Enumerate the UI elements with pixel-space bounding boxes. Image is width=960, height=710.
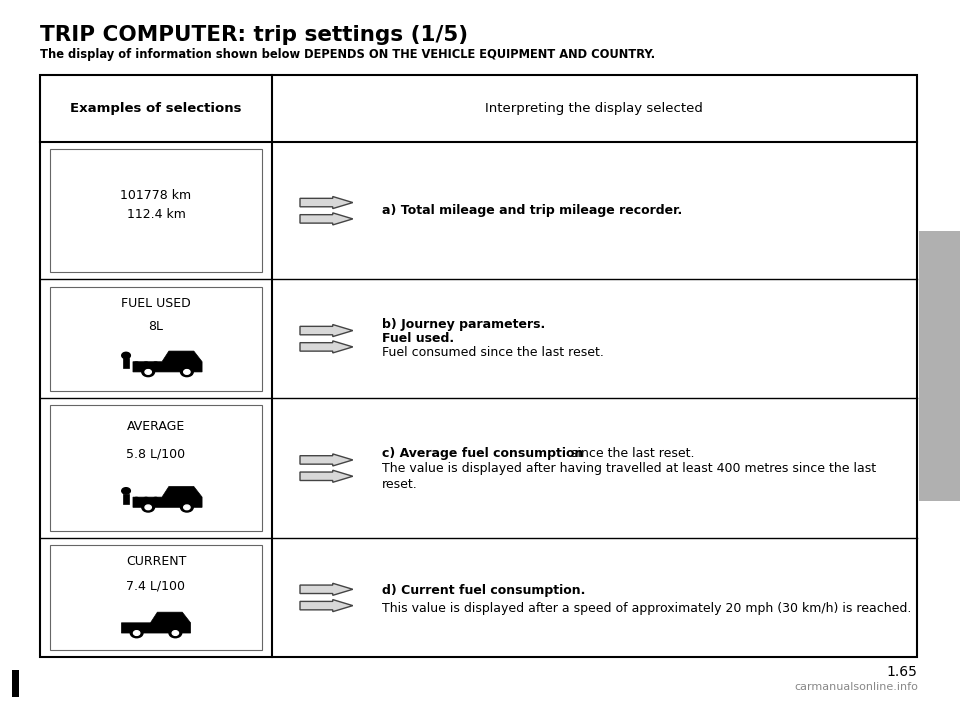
Circle shape xyxy=(143,362,149,366)
Text: The display of information shown below DEPENDS ON THE VEHICLE EQUIPMENT AND COUN: The display of information shown below D… xyxy=(40,48,656,61)
Circle shape xyxy=(145,370,152,374)
Circle shape xyxy=(131,628,143,638)
Polygon shape xyxy=(121,612,190,633)
Polygon shape xyxy=(300,583,352,595)
Circle shape xyxy=(180,367,193,376)
Circle shape xyxy=(142,503,155,512)
Text: FUEL USED: FUEL USED xyxy=(121,297,191,310)
Text: CURRENT: CURRENT xyxy=(126,555,186,569)
Text: since the last reset.: since the last reset. xyxy=(567,447,695,459)
Circle shape xyxy=(172,630,179,635)
Polygon shape xyxy=(300,341,352,353)
Circle shape xyxy=(122,488,131,494)
Text: The value is displayed after having travelled at least 400 metres since the last: The value is displayed after having trav… xyxy=(382,462,876,475)
Polygon shape xyxy=(300,599,352,611)
Bar xyxy=(919,231,960,501)
Circle shape xyxy=(122,352,131,359)
Circle shape xyxy=(153,362,158,366)
Bar xyxy=(50,149,262,273)
Bar xyxy=(40,75,917,657)
Polygon shape xyxy=(123,493,129,503)
Text: Fuel used.: Fuel used. xyxy=(382,332,454,345)
Circle shape xyxy=(153,498,158,501)
Text: 1.65: 1.65 xyxy=(887,665,918,679)
Circle shape xyxy=(145,505,152,510)
Polygon shape xyxy=(300,324,352,337)
Text: c) Average fuel consumption: c) Average fuel consumption xyxy=(382,447,584,459)
Text: Fuel consumed since the last reset.: Fuel consumed since the last reset. xyxy=(382,346,604,359)
Text: reset.: reset. xyxy=(382,478,418,491)
Text: a) Total mileage and trip mileage recorder.: a) Total mileage and trip mileage record… xyxy=(382,204,683,217)
Text: AVERAGE: AVERAGE xyxy=(127,420,185,432)
Circle shape xyxy=(183,370,190,374)
Polygon shape xyxy=(132,351,202,372)
Text: b) Journey parameters.: b) Journey parameters. xyxy=(382,318,545,331)
Text: carmanualsonline.info: carmanualsonline.info xyxy=(794,682,918,692)
Circle shape xyxy=(180,503,193,512)
Polygon shape xyxy=(300,213,352,225)
Polygon shape xyxy=(132,486,202,508)
Bar xyxy=(50,545,262,650)
Text: Interpreting the display selected: Interpreting the display selected xyxy=(486,102,703,115)
Bar xyxy=(50,287,262,391)
Circle shape xyxy=(133,630,140,635)
Text: 8L: 8L xyxy=(149,320,163,334)
Text: This value is displayed after a speed of approximately 20 mph (30 km/h) is reach: This value is displayed after a speed of… xyxy=(382,602,911,616)
Text: 5.8 L/100: 5.8 L/100 xyxy=(127,447,185,461)
Circle shape xyxy=(143,498,149,501)
Circle shape xyxy=(133,362,139,366)
Text: 7.4 L/100: 7.4 L/100 xyxy=(127,579,185,592)
Polygon shape xyxy=(300,197,352,209)
Circle shape xyxy=(169,628,181,638)
Polygon shape xyxy=(300,470,352,482)
Text: 101778 km: 101778 km xyxy=(120,189,192,202)
Circle shape xyxy=(142,367,155,376)
Bar xyxy=(50,405,262,531)
Circle shape xyxy=(133,498,139,501)
Circle shape xyxy=(183,505,190,510)
Bar xyxy=(12,670,19,697)
Text: 112.4 km: 112.4 km xyxy=(127,209,185,222)
Text: Examples of selections: Examples of selections xyxy=(70,102,242,115)
Text: TRIP COMPUTER: trip settings (1/5): TRIP COMPUTER: trip settings (1/5) xyxy=(40,25,468,45)
Polygon shape xyxy=(123,359,129,368)
Polygon shape xyxy=(300,454,352,466)
Text: d) Current fuel consumption.: d) Current fuel consumption. xyxy=(382,584,586,597)
